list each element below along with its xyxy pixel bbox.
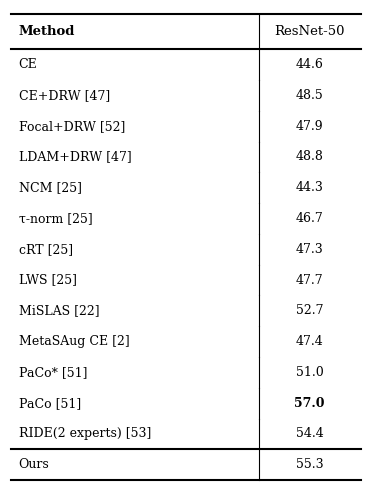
Text: 51.0: 51.0 bbox=[296, 366, 324, 379]
Text: PaCo* [51]: PaCo* [51] bbox=[19, 366, 87, 379]
Text: CE+DRW [47]: CE+DRW [47] bbox=[19, 89, 110, 102]
Text: 47.4: 47.4 bbox=[296, 335, 324, 348]
Text: 48.5: 48.5 bbox=[296, 89, 324, 102]
Text: Method: Method bbox=[19, 25, 75, 38]
Text: τ-norm [25]: τ-norm [25] bbox=[19, 212, 92, 225]
Text: RIDE(2 experts) [53]: RIDE(2 experts) [53] bbox=[19, 427, 151, 441]
Text: Ours: Ours bbox=[19, 458, 49, 471]
Text: Focal+DRW [52]: Focal+DRW [52] bbox=[19, 120, 125, 133]
Text: 52.7: 52.7 bbox=[296, 304, 323, 317]
Text: MiSLAS [22]: MiSLAS [22] bbox=[19, 304, 99, 317]
Text: NCM [25]: NCM [25] bbox=[19, 181, 81, 194]
Text: LDAM+DRW [47]: LDAM+DRW [47] bbox=[19, 151, 131, 164]
Text: 55.3: 55.3 bbox=[296, 458, 324, 471]
Text: 57.0: 57.0 bbox=[295, 397, 325, 410]
Text: 46.7: 46.7 bbox=[296, 212, 324, 225]
Text: 47.3: 47.3 bbox=[296, 243, 324, 256]
Text: 47.9: 47.9 bbox=[296, 120, 324, 133]
Text: 48.8: 48.8 bbox=[296, 151, 324, 164]
Text: cRT [25]: cRT [25] bbox=[19, 243, 73, 256]
Text: MetaSAug CE [2]: MetaSAug CE [2] bbox=[19, 335, 129, 348]
Text: 44.3: 44.3 bbox=[296, 181, 324, 194]
Text: 44.6: 44.6 bbox=[296, 58, 324, 71]
Text: ResNet-50: ResNet-50 bbox=[275, 25, 345, 38]
Text: 54.4: 54.4 bbox=[296, 427, 324, 441]
Text: PaCo [51]: PaCo [51] bbox=[19, 397, 81, 410]
Text: CE: CE bbox=[19, 58, 37, 71]
Text: LWS [25]: LWS [25] bbox=[19, 274, 77, 287]
Text: 47.7: 47.7 bbox=[296, 274, 324, 287]
